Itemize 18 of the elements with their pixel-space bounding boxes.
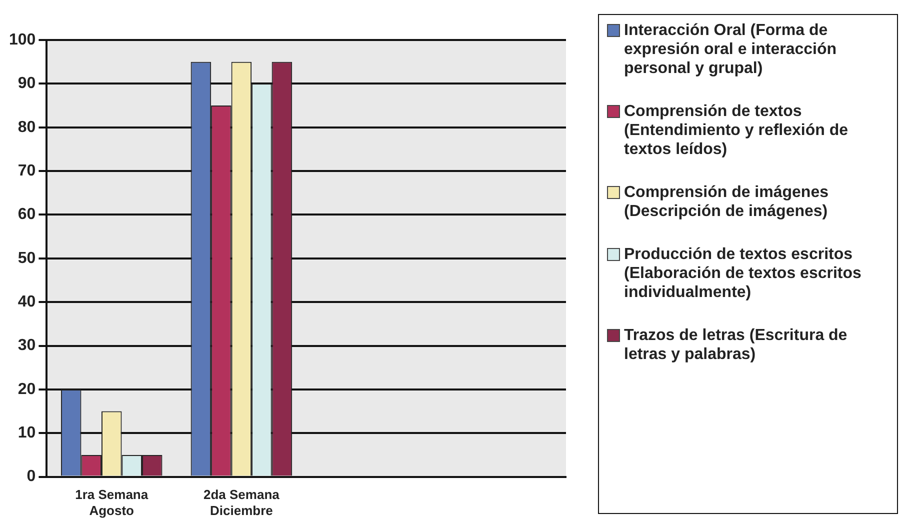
y-tick-label: 0: [26, 468, 36, 486]
y-tick-label: 70: [18, 162, 36, 180]
y-tick-label: 60: [18, 206, 36, 224]
y-tick-label: 80: [18, 118, 36, 136]
legend-label: Producción de textos escritos (Elaboración de textos escritos individualmente): [624, 245, 862, 302]
y-tick-label: 90: [18, 75, 36, 92]
y-tick-label: 100: [8, 31, 36, 48]
y-tick-label: 10: [18, 424, 36, 442]
legend-label: Trazos de letras (Escritura de letras y palabras): [624, 326, 848, 364]
y-tick-label: 30: [18, 337, 36, 354]
y-tick-label: 40: [18, 293, 36, 310]
x-tick-label: 2da Semana Diciembre: [203, 487, 280, 518]
legend-label: Interacción Oral (Forma de expresión oral e interacción personal y grupal): [624, 21, 838, 78]
y-tick-label: 20: [18, 380, 36, 398]
legend-label: Comprensión de imágenes (Descripción de imágenes): [624, 183, 830, 221]
legend-label: Comprensión de textos (Entendimiento y reflexión de textos leídos): [624, 102, 850, 159]
x-tick-label: 1ra Semana Agosto: [75, 487, 149, 518]
y-tick-label: 50: [18, 250, 36, 267]
